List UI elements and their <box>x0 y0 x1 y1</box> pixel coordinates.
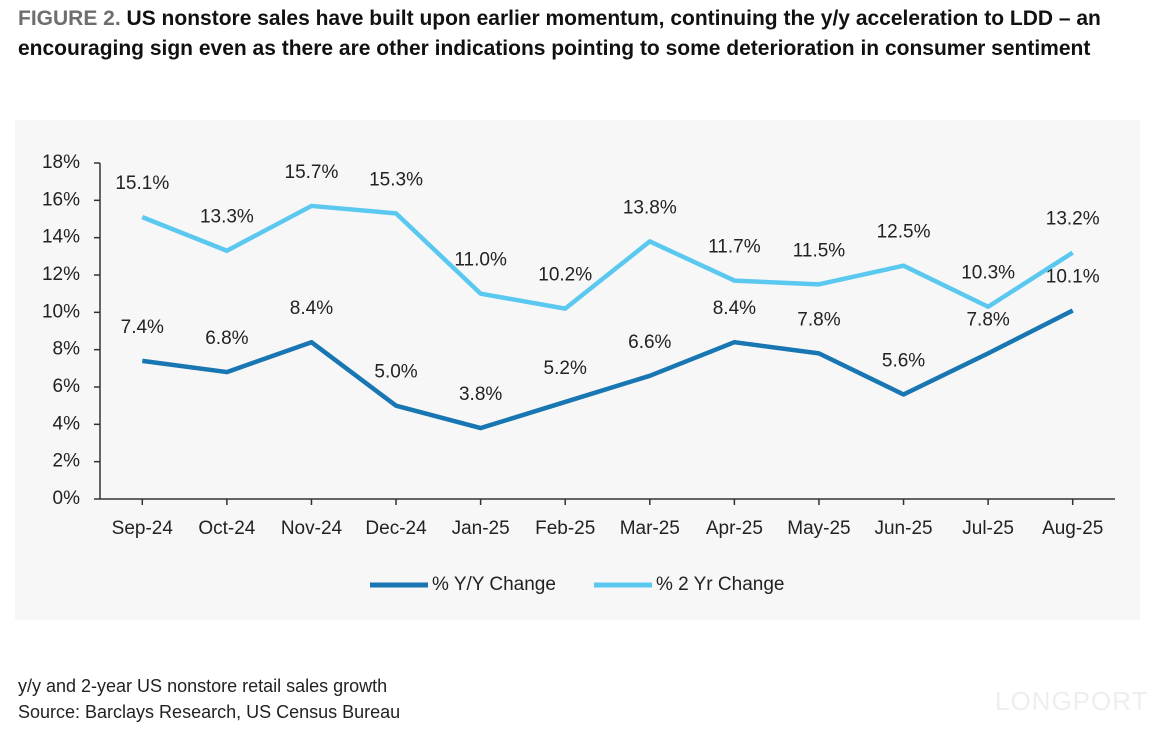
chart-title: US nonstore sales have built upon earlie… <box>18 7 1101 60</box>
title: FIGURE 2. US nonstore sales have built u… <box>18 4 1128 64</box>
data-label: 13.2% <box>1046 209 1100 230</box>
chart: 0% 2% 4% 6% 8% 10% 12% 14% 16% 18% Sep-24 Oct-24 Nov… <box>15 120 1140 620</box>
figure-label: FIGURE 2. <box>18 7 121 30</box>
series-line <box>141 203 1074 311</box>
data-label: 5.2% <box>544 358 587 379</box>
data-label: 8.4% <box>290 298 333 319</box>
y-tick-label: 12% <box>42 264 80 285</box>
data-label: 11.7% <box>708 237 761 258</box>
legend-label: % 2 Yr Change <box>656 574 785 595</box>
data-label: 5.0% <box>374 362 417 383</box>
y-tick-label: 4% <box>53 413 81 434</box>
data-label: 15.7% <box>285 162 339 183</box>
x-tick-label: Jun-25 <box>874 518 932 539</box>
y-tick-label: 2% <box>53 451 81 472</box>
data-label: 15.3% <box>369 169 423 190</box>
data-label: 10.1% <box>1046 266 1100 287</box>
data-label: 8.4% <box>713 298 756 319</box>
x-tick-label: Nov-24 <box>281 518 343 539</box>
data-label: 10.2% <box>538 265 592 286</box>
data-label: 5.6% <box>882 350 925 371</box>
data-label: 15.1% <box>115 173 169 194</box>
data-label: 13.8% <box>623 197 677 218</box>
x-tick-label: Jul-25 <box>962 518 1014 539</box>
x-tick-label: Dec-24 <box>365 518 427 539</box>
x-tick-label: Feb-25 <box>535 518 595 539</box>
x-tick-label: Sep-24 <box>112 518 174 539</box>
data-label: 7.4% <box>121 317 164 338</box>
data-label: 11.0% <box>454 250 507 271</box>
x-tick-label: Mar-25 <box>620 518 680 539</box>
data-label: 10.3% <box>961 263 1015 284</box>
x-tick-label: Aug-25 <box>1042 518 1103 539</box>
data-label: 13.3% <box>200 207 254 228</box>
source: Source: Barclays Research, US Census Bur… <box>18 702 401 722</box>
data-label: 7.8% <box>797 309 840 330</box>
note: y/y and 2-year US nonstore retail sales … <box>18 676 388 696</box>
x-tick-label: Apr-25 <box>706 518 763 539</box>
y-tick-label: 10% <box>42 301 80 322</box>
y-tick-label: 6% <box>53 376 81 397</box>
y-tick-label: 18% <box>42 152 80 173</box>
x-tick-label: May-25 <box>787 518 850 539</box>
legend-label: % Y/Y Change <box>432 574 556 595</box>
data-label: 6.8% <box>205 328 248 349</box>
data-label: 3.8% <box>459 384 502 405</box>
y-tick-label: 8% <box>53 339 81 360</box>
y-tick-label: 0% <box>53 488 81 509</box>
x-tick-label: Oct-24 <box>198 518 255 539</box>
y-tick-label: 14% <box>42 227 80 248</box>
x-tick-label: Jan-25 <box>452 518 510 539</box>
y-tick-label: 16% <box>42 189 80 210</box>
watermark: LONGPORT <box>995 686 1149 716</box>
data-label: 6.6% <box>628 332 671 353</box>
data-label: 7.8% <box>966 309 1009 330</box>
data-label: 11.5% <box>793 240 846 261</box>
data-label: 12.5% <box>877 222 931 243</box>
series-line <box>141 308 1074 431</box>
